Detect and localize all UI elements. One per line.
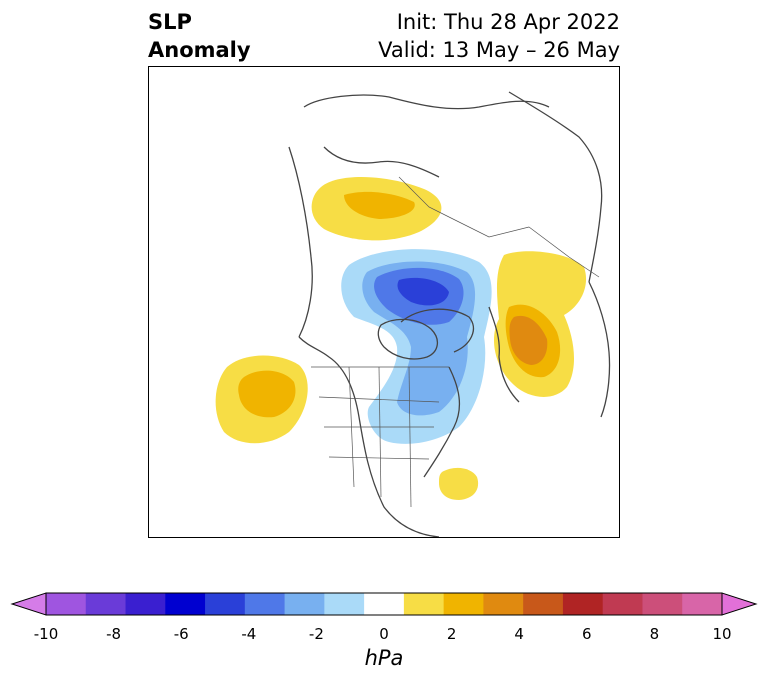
colorbar-tick-label: 8 — [649, 625, 660, 643]
colorbar-tick-label: 2 — [446, 625, 457, 643]
title-line-2: Anomaly — [148, 38, 251, 62]
colorbar-cell — [165, 593, 206, 615]
positive-anomaly-atlantic — [439, 467, 479, 500]
colorbar-unit: hPa — [364, 646, 404, 670]
positive-anomaly-north-pacific — [215, 355, 308, 444]
colorbar-cell — [443, 593, 484, 615]
colorbar-extend-high — [721, 592, 758, 616]
colorbar-cell — [205, 593, 246, 615]
map-canvas — [215, 91, 611, 537]
valid-range: Valid: 13 May – 26 May — [378, 38, 620, 62]
title-line-1: SLP — [148, 10, 192, 34]
colorbar-tick-label: -2 — [308, 625, 324, 643]
date-info: Init: Thu 28 Apr 2022 Valid: 13 May – 26… — [378, 8, 620, 64]
colorbar — [10, 592, 758, 616]
colorbar-cell — [244, 593, 286, 615]
colorbar-cell — [85, 593, 127, 615]
colorbar-extend-low — [10, 592, 47, 616]
colorbar-cell — [523, 593, 564, 615]
colorbar-cell — [284, 593, 325, 615]
colorbar-cell — [46, 593, 87, 615]
colorbar-cell — [682, 593, 723, 615]
colorbar-tick-label: -4 — [241, 625, 257, 643]
negative-anomaly-arctic — [341, 249, 492, 444]
political-borders — [311, 176, 600, 508]
map-panel — [148, 66, 620, 538]
colorbar-cell — [602, 593, 643, 615]
positive-anomaly-europe — [494, 251, 587, 397]
positive-anomaly-siberia — [311, 177, 442, 241]
colorbar-cell — [324, 593, 365, 615]
colorbar-tick-label: 6 — [582, 625, 592, 643]
colorbar-tick-label: 0 — [379, 625, 389, 643]
colorbar-tick-label: 10 — [712, 625, 732, 643]
init-date: Init: Thu 28 Apr 2022 — [396, 10, 620, 34]
colorbar-cell — [364, 593, 405, 615]
colorbar-tick-label: -8 — [106, 625, 122, 643]
colorbar-outline — [45, 592, 723, 616]
colorbar-tick-label: -10 — [33, 625, 59, 643]
colorbar-cell — [125, 593, 166, 615]
colorbar-tick-label: -6 — [173, 625, 189, 643]
colorbar-cell — [483, 593, 524, 615]
colorbar-cell — [642, 593, 683, 615]
colorbar-cell — [562, 593, 604, 615]
colorbar-tick-label: 4 — [514, 625, 524, 643]
colorbar-cells — [10, 592, 758, 616]
map-title: SLP Anomaly — [148, 8, 251, 64]
coastlines — [288, 91, 611, 537]
colorbar-cell — [403, 593, 445, 615]
